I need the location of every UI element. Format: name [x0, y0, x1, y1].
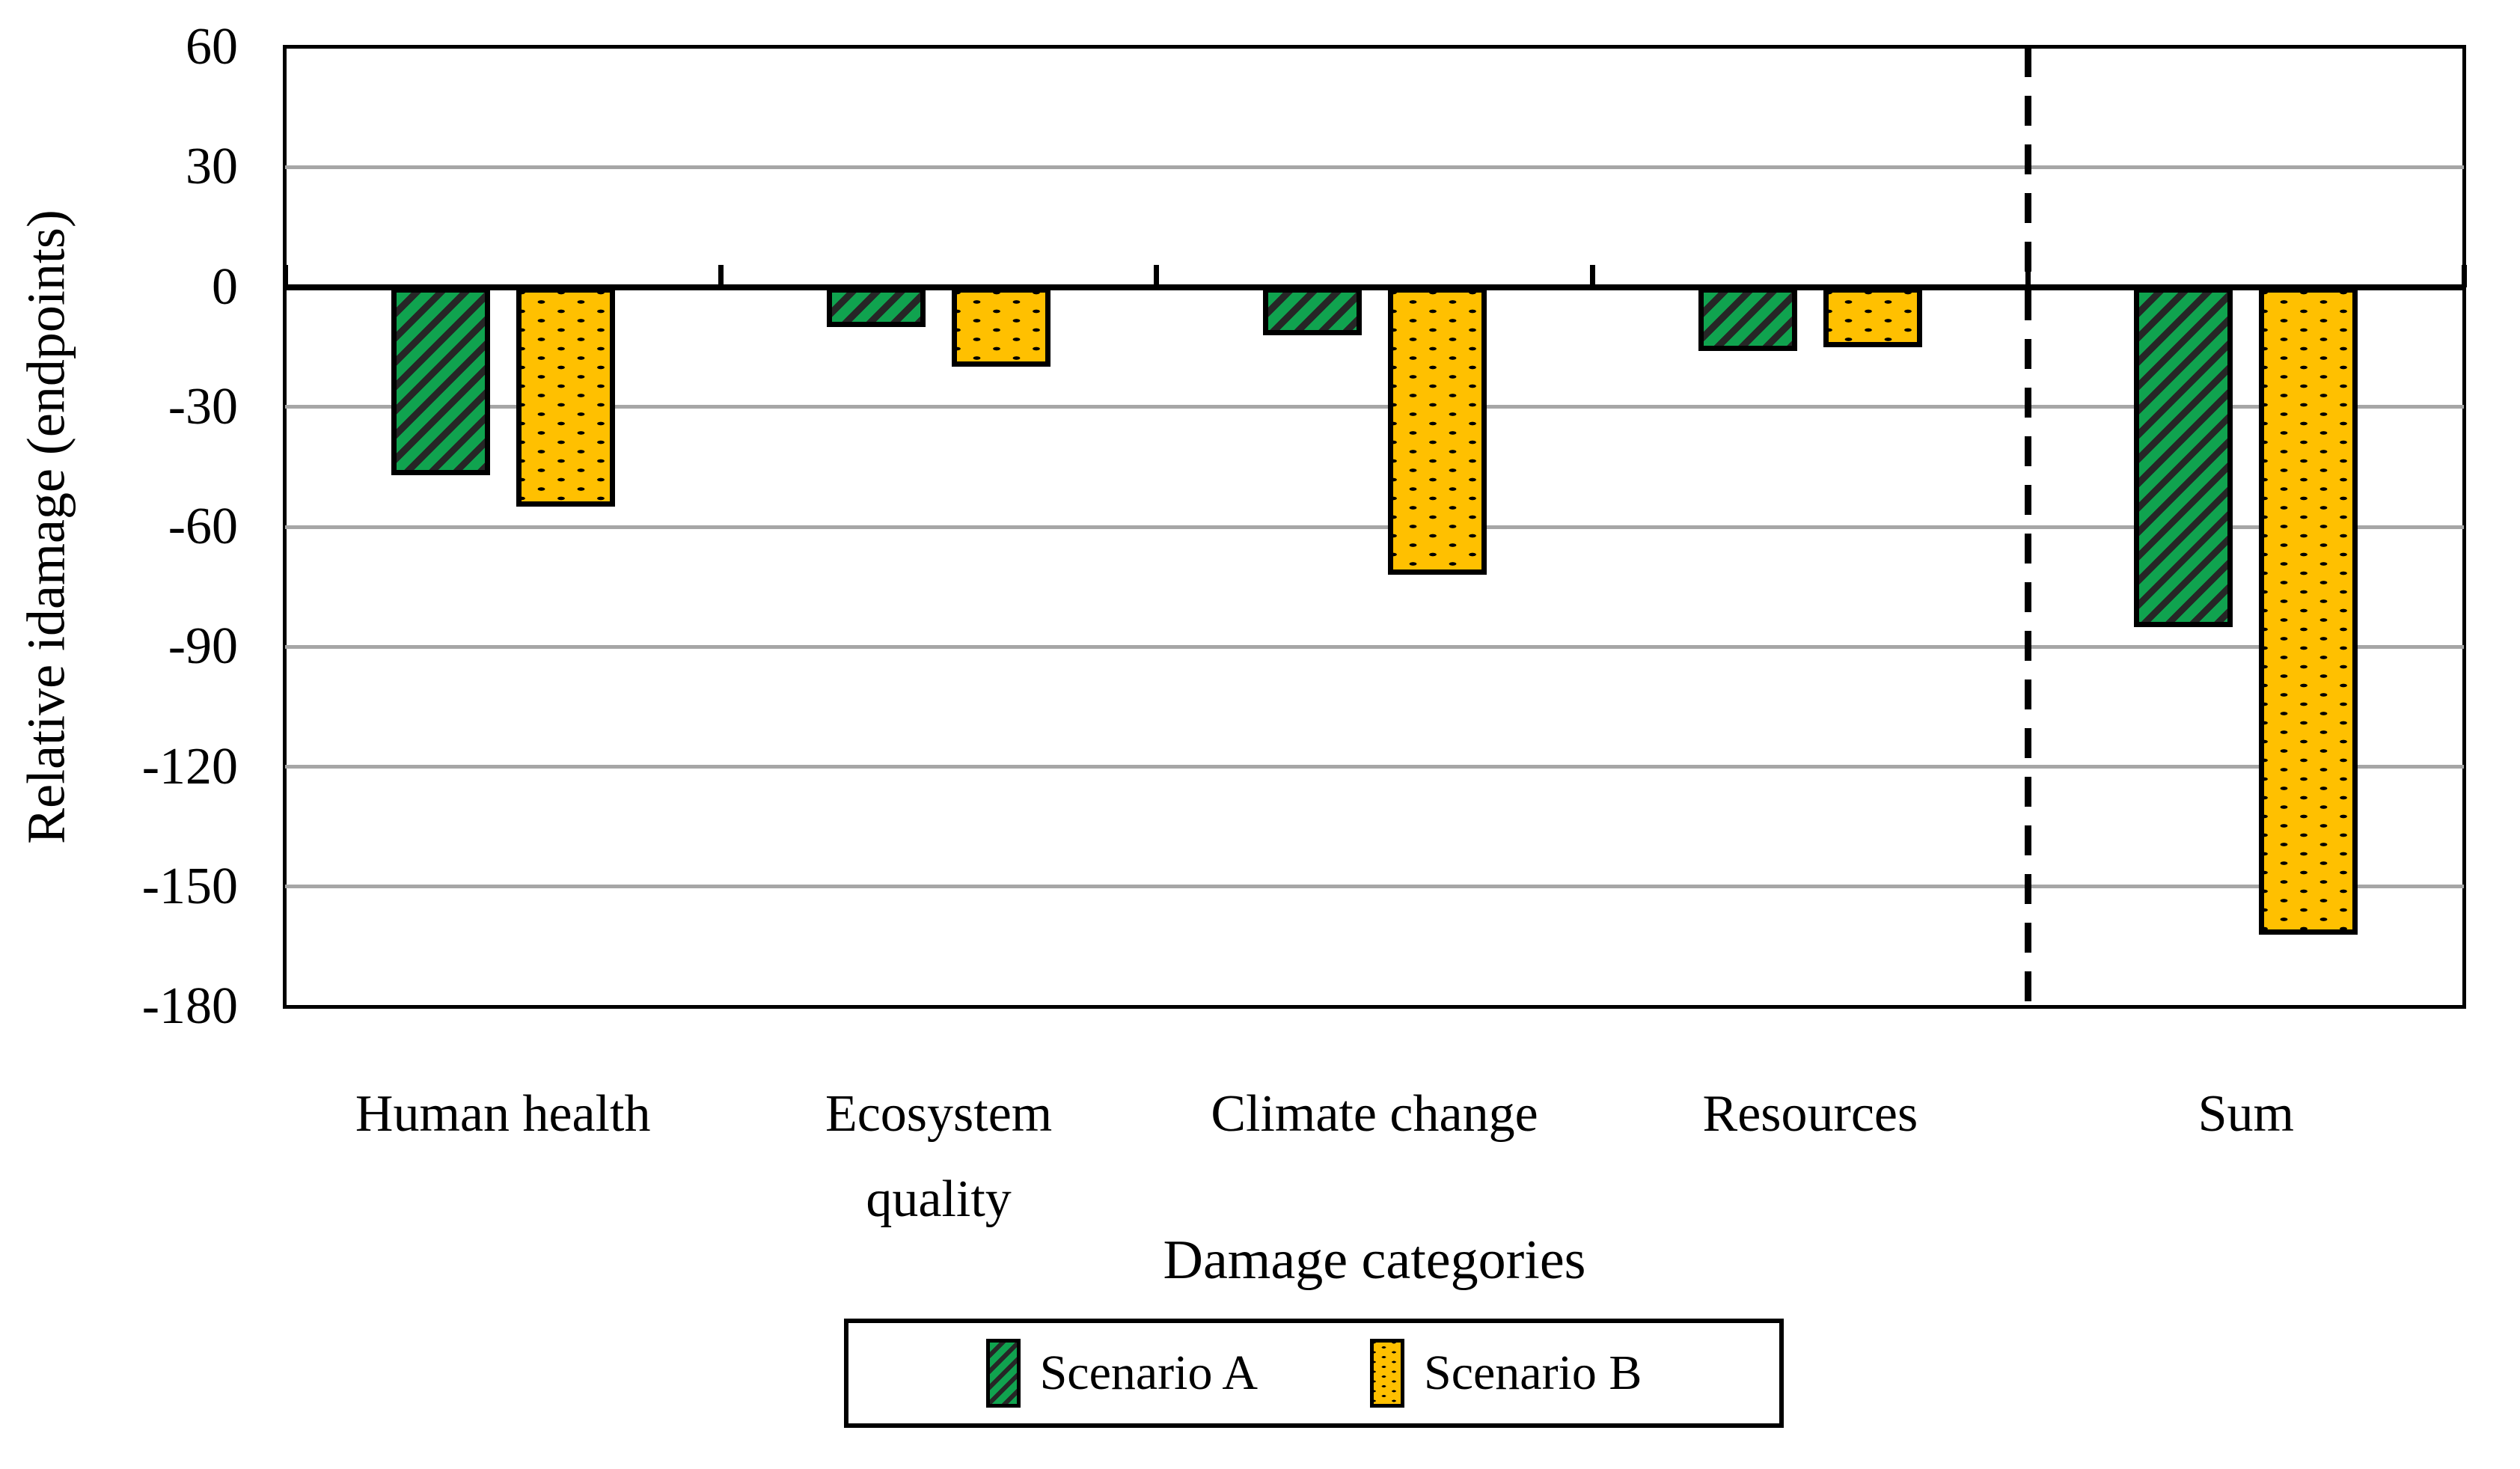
bar-scenario-b-0 [516, 287, 615, 507]
axis-tick [718, 264, 724, 287]
bar-scenario-b-4 [2259, 287, 2358, 935]
dashed-separator-line [2025, 47, 2032, 1007]
bar-scenario-b-1 [952, 287, 1051, 367]
bar-scenario-b-2 [1387, 287, 1487, 575]
horizontal-gridline [285, 885, 2464, 889]
x-axis-category-label: Ecosystem quality [825, 1085, 1053, 1228]
y-axis-tick-label: 60 [186, 18, 238, 76]
horizontal-gridline [285, 165, 2464, 169]
y-axis-tick-label: 0 [212, 257, 238, 316]
y-axis-tick-label: -150 [141, 857, 238, 915]
axis-tick [2461, 264, 2467, 287]
axis-tick [1154, 264, 1160, 287]
y-axis-tick-label: -60 [168, 498, 238, 555]
y-axis-tick-label: -180 [141, 977, 238, 1035]
legend-label: Scenario A [1039, 1346, 1258, 1400]
legend-swatch-dotted-icon [1370, 1339, 1404, 1408]
x-axis-category-label: Human health [355, 1085, 651, 1143]
x-axis-category-label: Resources [1702, 1085, 1918, 1143]
horizontal-gridline [285, 525, 2464, 529]
axis-tick [282, 264, 288, 287]
x-axis-category-label: Sum [2198, 1085, 2294, 1143]
y-axis-tick-label: 30 [186, 138, 238, 196]
horizontal-gridline [285, 644, 2464, 649]
x-axis-title: Damage categories [1163, 1230, 1586, 1291]
zero-axis-line [285, 284, 2464, 290]
legend-label: Scenario B [1424, 1346, 1642, 1400]
bar-scenario-a-4 [2134, 287, 2233, 627]
y-axis-tick-label: -90 [168, 617, 238, 676]
legend-swatch-hatched-icon [985, 1339, 1021, 1408]
axis-tick [1589, 264, 1595, 287]
legend-item-scenario-a: Scenario A [985, 1339, 1258, 1408]
horizontal-gridline [285, 405, 2464, 409]
horizontal-gridline [285, 765, 2464, 769]
bar-scenario-a-3 [1698, 287, 1797, 351]
bar-scenario-b-3 [1823, 287, 1922, 347]
bar-scenario-a-2 [1262, 287, 1362, 335]
y-axis-tick-label: -120 [141, 737, 238, 795]
legend: Scenario A Scenario B [844, 1319, 1784, 1428]
bar-scenario-a-1 [827, 287, 926, 327]
bar-scenario-a-0 [391, 287, 490, 475]
plot-area [283, 45, 2466, 1009]
y-axis-tick-label: -30 [168, 377, 238, 436]
x-axis-category-label: Climate change [1211, 1085, 1538, 1143]
legend-item-scenario-b: Scenario B [1370, 1339, 1642, 1408]
